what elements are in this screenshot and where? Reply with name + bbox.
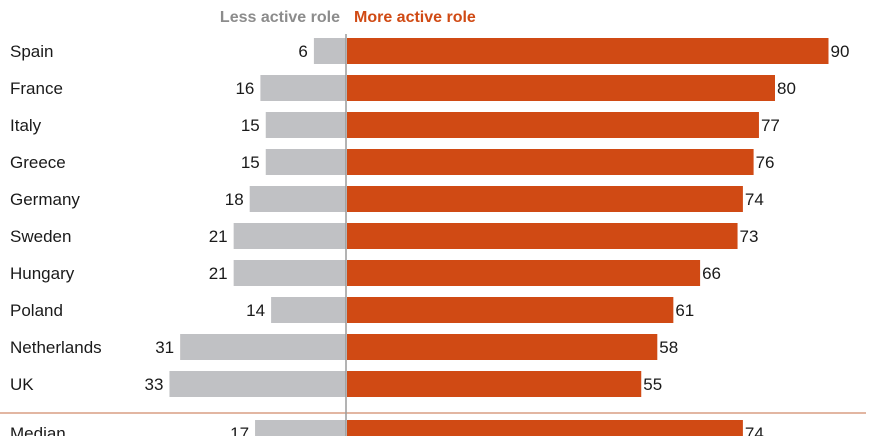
bar-less-italy: [265, 112, 346, 138]
bar-more-uk: [347, 371, 642, 397]
value-less-italy: 15: [241, 116, 260, 135]
value-more-median: 74: [745, 424, 764, 436]
value-less-netherlands: 31: [155, 338, 174, 357]
value-less-greece: 15: [241, 153, 260, 172]
value-more-poland: 61: [675, 301, 694, 320]
bar-more-hungary: [347, 260, 701, 286]
value-less-france: 16: [235, 79, 254, 98]
bar-less-netherlands: [180, 334, 346, 360]
bar-less-hungary: [233, 260, 346, 286]
value-less-poland: 14: [246, 301, 265, 320]
value-less-germany: 18: [225, 190, 244, 209]
value-more-spain: 90: [831, 42, 850, 61]
bar-less-germany: [249, 186, 346, 212]
category-label-greece: Greece: [10, 153, 66, 172]
value-less-hungary: 21: [209, 264, 228, 283]
value-more-germany: 74: [745, 190, 764, 209]
bar-more-netherlands: [347, 334, 658, 360]
bar-less-uk: [169, 371, 346, 397]
value-less-uk: 33: [145, 375, 164, 394]
bar-less-sweden: [233, 223, 346, 249]
category-label-sweden: Sweden: [10, 227, 71, 246]
value-more-hungary: 66: [702, 264, 721, 283]
bar-more-median: [347, 420, 743, 436]
value-more-sweden: 73: [740, 227, 759, 246]
category-label-hungary: Hungary: [10, 264, 75, 283]
category-label-uk: UK: [10, 375, 34, 394]
legend-more-active: More active role: [354, 9, 476, 26]
bar-more-spain: [347, 38, 829, 64]
value-less-sweden: 21: [209, 227, 228, 246]
value-more-greece: 76: [756, 153, 775, 172]
bar-less-spain: [313, 38, 346, 64]
bar-more-poland: [347, 297, 674, 323]
bar-more-france: [347, 75, 775, 101]
category-label-spain: Spain: [10, 42, 53, 61]
value-less-median: 17: [230, 424, 249, 436]
bar-less-poland: [271, 297, 346, 323]
bar-less-greece: [265, 149, 346, 175]
category-label-germany: Germany: [10, 190, 80, 209]
value-more-netherlands: 58: [659, 338, 678, 357]
category-label-france: France: [10, 79, 63, 98]
bars-group: Spain 6 90 France 16 80 Italy 15 77 Greece 15 76 Ger…: [0, 38, 866, 436]
category-label-italy: Italy: [10, 116, 42, 135]
bar-more-italy: [347, 112, 759, 138]
value-less-spain: 6: [298, 42, 307, 61]
value-more-uk: 55: [643, 375, 662, 394]
bar-more-germany: [347, 186, 743, 212]
category-label-netherlands: Netherlands: [10, 338, 102, 357]
value-more-france: 80: [777, 79, 796, 98]
bar-more-greece: [347, 149, 754, 175]
bar-less-median: [255, 420, 346, 436]
category-label-median: Median: [10, 424, 66, 436]
bar-less-france: [260, 75, 346, 101]
legend-less-active: Less active role: [220, 9, 340, 26]
bar-more-sweden: [347, 223, 738, 249]
category-label-poland: Poland: [10, 301, 63, 320]
value-more-italy: 77: [761, 116, 780, 135]
